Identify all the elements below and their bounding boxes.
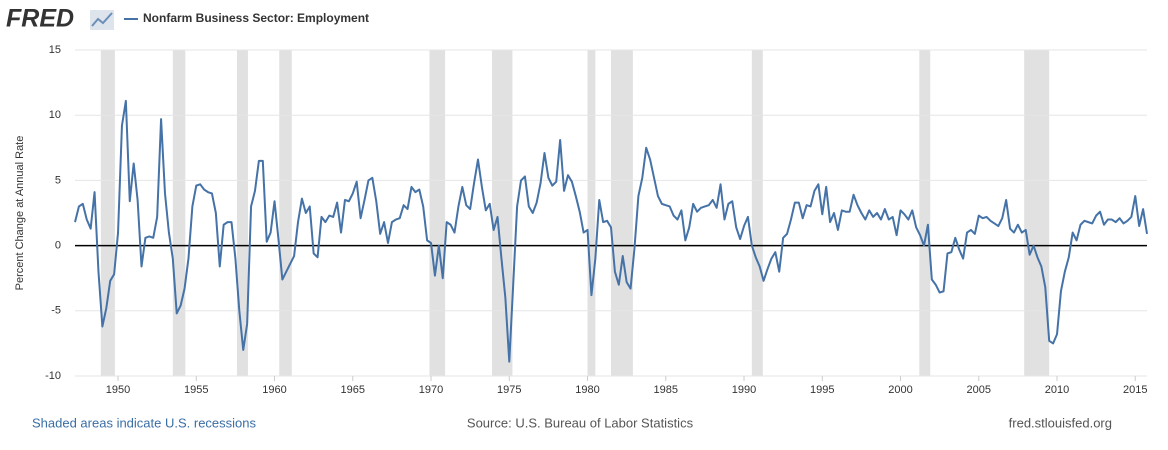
recession-band	[611, 50, 633, 376]
recession-band	[751, 50, 763, 376]
recession-band	[919, 50, 931, 376]
site-url: fred.stlouisfed.org	[1009, 415, 1112, 430]
x-tick-label: 1955	[184, 384, 208, 396]
recession-note: Shaded areas indicate U.S. recessions	[32, 415, 257, 430]
x-tick-label: 1950	[106, 384, 130, 396]
x-tick-label: 1965	[341, 384, 365, 396]
recession-band	[492, 50, 513, 376]
x-tick-label: 2000	[888, 384, 912, 396]
y-tick-label: 5	[55, 174, 61, 186]
x-tick-label: 2010	[1045, 384, 1069, 396]
x-tick-label: 1960	[262, 384, 286, 396]
y-tick-label: -10	[45, 370, 61, 382]
logo-icon	[90, 10, 114, 30]
recession-band	[100, 50, 115, 376]
x-tick-label: 1990	[732, 384, 756, 396]
series-line	[74, 99, 1148, 363]
recession-band	[172, 50, 186, 376]
y-tick-label: 15	[49, 44, 61, 56]
y-tick-label: 10	[49, 109, 61, 121]
brand-logo: FRED	[6, 5, 74, 33]
y-axis-label: Percent Change at Annual Rate	[14, 136, 26, 291]
source: Source: U.S. Bureau of Labor Statistics	[467, 415, 694, 430]
x-tick-label: 2005	[967, 384, 991, 396]
recession-band	[236, 50, 248, 376]
x-tick-label: 1995	[810, 384, 834, 396]
x-tick-label: 1980	[575, 384, 599, 396]
recession-band	[587, 50, 596, 376]
y-tick-label: -5	[51, 305, 61, 317]
x-tick-label: 1975	[497, 384, 521, 396]
recession-band	[1024, 50, 1050, 376]
x-tick-label: 2015	[1123, 384, 1147, 396]
y-tick-label: 0	[55, 240, 61, 252]
recession-band	[429, 50, 446, 376]
x-tick-label: 1985	[654, 384, 678, 396]
legend-label: Nonfarm Business Sector: Employment	[143, 11, 369, 25]
recession-band	[279, 50, 292, 376]
x-tick-label: 1970	[419, 384, 443, 396]
